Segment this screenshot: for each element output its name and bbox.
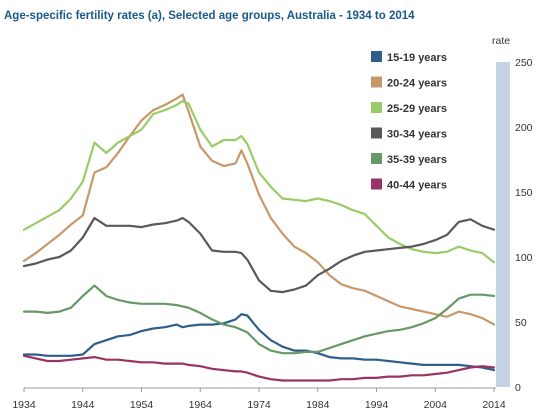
y-axis-tick-labels: 0 50 100 150 200 250: [515, 57, 533, 394]
x-tick-label: 1984: [306, 399, 330, 411]
legend-swatch: [371, 102, 382, 113]
x-tick-label: 2014: [482, 399, 506, 411]
y-tick-label: 150: [515, 187, 533, 199]
legend-label: 30-34 years: [387, 129, 447, 141]
legend-label: 25-29 years: [387, 103, 447, 115]
legend-label: 20-24 years: [387, 78, 447, 90]
x-axis-tick-labels: 1934 1944 1954 1964 1974 1984 1994 2004 2014: [12, 388, 506, 411]
legend-swatch: [371, 178, 382, 190]
x-tick-label: 1994: [365, 399, 389, 411]
x-tick-label: 2004: [424, 399, 448, 411]
legend-label: 35-39 years: [387, 154, 447, 166]
x-tick-label: 1954: [130, 399, 154, 411]
legend-label: 15-19 years: [387, 52, 447, 64]
series-line-30-34-years: [22, 216, 496, 294]
legend-swatch: [371, 51, 382, 62]
x-tick-label: 1974: [247, 399, 271, 411]
y-tick-label: 50: [515, 317, 527, 329]
legend: 15-19 years 20-24 years 25-29 years 30-34 y…: [371, 51, 447, 192]
series-line-40-44-years: [22, 354, 496, 382]
x-tick-label: 1944: [71, 399, 95, 411]
series-line-15-19-years: [22, 313, 496, 372]
legend-swatch: [371, 127, 382, 139]
y-axis-band: [496, 62, 510, 387]
y-tick-label: 100: [515, 252, 533, 264]
legend-label: 40-44 years: [387, 180, 447, 192]
series-line-25-29-years: [22, 99, 496, 264]
y-tick-label: 250: [515, 57, 533, 69]
y-axis-unit-label: rate: [492, 35, 510, 47]
legend-swatch: [371, 153, 382, 164]
series-line-20-24-years: [22, 93, 496, 326]
x-tick-label: 1934: [12, 399, 36, 411]
y-tick-label: 200: [515, 122, 533, 134]
x-tick-label: 1964: [189, 399, 213, 411]
series-line-35-39-years: [22, 284, 496, 355]
chart-title: Age-specific fertility rates (a), Select…: [4, 10, 415, 22]
legend-swatch: [371, 76, 382, 88]
plot-area: [22, 93, 496, 382]
y-tick-label: 0: [515, 382, 521, 394]
